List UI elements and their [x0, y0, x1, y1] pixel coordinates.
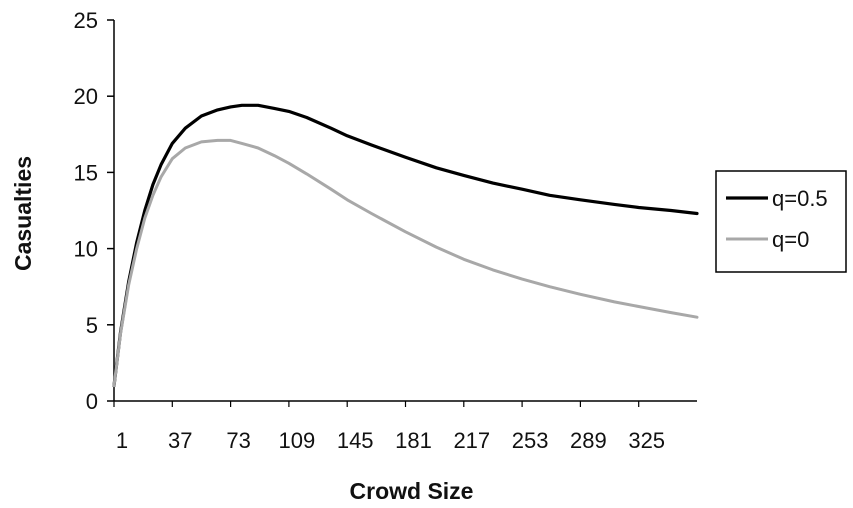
y-tick-label: 0 [86, 389, 98, 414]
legend-label-2: q=0 [772, 227, 809, 252]
legend-items: q=0.5 q=0 [726, 186, 828, 252]
y-tick-label: 5 [86, 313, 98, 338]
y-axis-title: Casualties [10, 156, 36, 271]
legend-label-1: q=0.5 [772, 186, 828, 211]
series-line-1 [112, 103, 699, 388]
x-tick-label: 325 [628, 428, 665, 453]
x-tick-label: 145 [337, 428, 374, 453]
y-axis-ticks: 0 5 10 15 20 25 [74, 8, 114, 414]
legend-box [715, 170, 847, 273]
legend: q=0.5 q=0 [715, 170, 847, 273]
y-tick-label: 10 [74, 237, 98, 262]
x-tick-label: 37 [168, 428, 192, 453]
x-tick-label: 217 [453, 428, 490, 453]
x-tick-label: 1 [116, 428, 128, 453]
x-tick-label: 181 [395, 428, 432, 453]
x-tick-label: 289 [570, 428, 607, 453]
x-axis-ticks: 1 37 73 109 145 181 217 253 289 325 [113, 401, 665, 453]
series-line-2 [112, 138, 699, 388]
y-tick-label: 15 [74, 160, 98, 185]
x-tick-label: 73 [226, 428, 250, 453]
series-lines [112, 103, 699, 388]
y-tick-label: 25 [74, 8, 98, 33]
x-axis-title: Crowd Size [350, 478, 474, 504]
axes [113, 20, 697, 402]
x-tick-label: 109 [279, 428, 316, 453]
x-tick-label: 253 [512, 428, 549, 453]
y-tick-label: 20 [74, 84, 98, 109]
